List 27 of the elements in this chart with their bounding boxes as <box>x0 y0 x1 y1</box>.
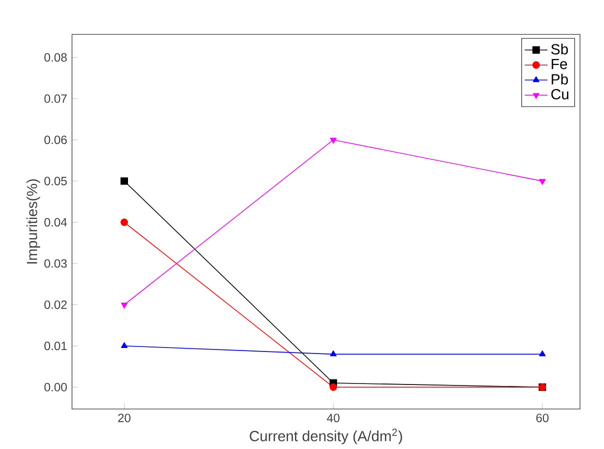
legend-label: Pb <box>552 74 568 84</box>
point <box>330 138 337 144</box>
y-tick-label: 0.05 <box>44 176 67 186</box>
point <box>330 383 338 391</box>
y-tick-label: 0.04 <box>44 218 67 227</box>
legend-label: Cu <box>551 89 568 100</box>
y-tick-label: 0.01 <box>44 342 67 350</box>
y-tick-label: 0.03 <box>44 259 67 268</box>
x-tick-label: 60 <box>536 414 549 422</box>
y-tick-label: 0.02 <box>44 300 67 309</box>
y-tick-label: 0.00 <box>44 382 67 392</box>
point <box>539 178 546 185</box>
legend-label: Fe <box>552 58 568 70</box>
y-axis-title: Impurities(%) <box>26 179 40 264</box>
point <box>120 302 128 308</box>
y-tick-label: 0.08 <box>44 53 67 62</box>
point <box>330 350 337 356</box>
x-tick-label: 20 <box>118 414 130 422</box>
x-tick-label: 40 <box>326 414 340 422</box>
point <box>120 342 128 348</box>
point <box>539 350 546 356</box>
point <box>120 218 128 226</box>
x-axis-title: Current density (A/dm$^{2}$) <box>250 428 402 444</box>
legend-label: Sb <box>551 44 568 54</box>
point <box>120 177 128 185</box>
y-tick-label: 0.06 <box>44 136 67 144</box>
y-tick-label: 0.07 <box>44 94 67 103</box>
